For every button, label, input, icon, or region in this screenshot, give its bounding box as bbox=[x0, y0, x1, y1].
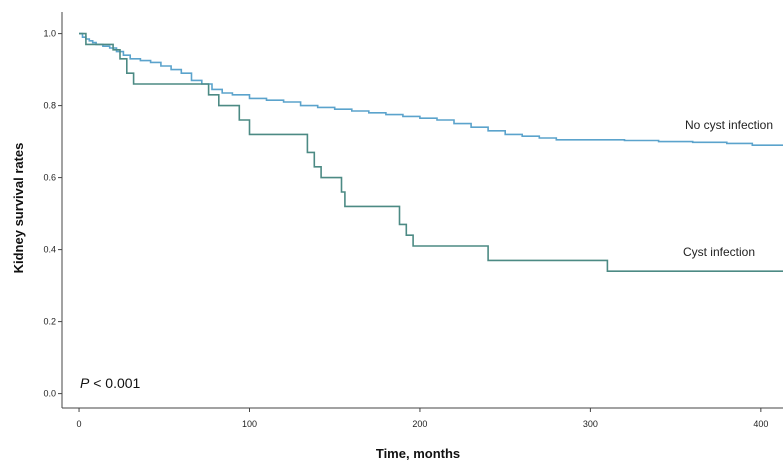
survival-curves bbox=[79, 32, 783, 272]
p-value-text: < 0.001 bbox=[89, 375, 140, 391]
axes bbox=[61, 12, 783, 409]
y-tick-label: 0.2 bbox=[43, 317, 56, 327]
y-ticks: 0.0 0.2 0.4 0.6 0.8 1.0 bbox=[43, 29, 62, 399]
series-labels: No cyst infection Cyst infection bbox=[683, 118, 773, 259]
y-tick-label: 0.8 bbox=[43, 101, 56, 111]
x-tick-label: 200 bbox=[412, 419, 427, 429]
y-axis-title: Kidney survival rates bbox=[11, 143, 26, 274]
x-axis-title: Time, months bbox=[376, 446, 460, 461]
x-ticks: 0 100 200 300 400 bbox=[77, 408, 768, 429]
p-value-symbol: P bbox=[80, 375, 90, 391]
x-tick-label: 400 bbox=[753, 419, 768, 429]
series-label: Cyst infection bbox=[683, 245, 755, 259]
y-tick-label: 0.0 bbox=[43, 389, 56, 399]
y-tick-label: 1.0 bbox=[43, 29, 56, 39]
p-value-annotation: P < 0.001 bbox=[80, 375, 141, 391]
x-tick-label: 300 bbox=[583, 419, 598, 429]
y-tick-label: 0.4 bbox=[43, 245, 56, 255]
x-tick-label: 100 bbox=[242, 419, 257, 429]
series-label: No cyst infection bbox=[685, 118, 773, 132]
y-tick-label: 0.6 bbox=[43, 173, 56, 183]
x-tick-label: 0 bbox=[77, 419, 82, 429]
curve-cyst-infection bbox=[79, 32, 783, 272]
curve-no-cyst-infection bbox=[79, 32, 783, 146]
